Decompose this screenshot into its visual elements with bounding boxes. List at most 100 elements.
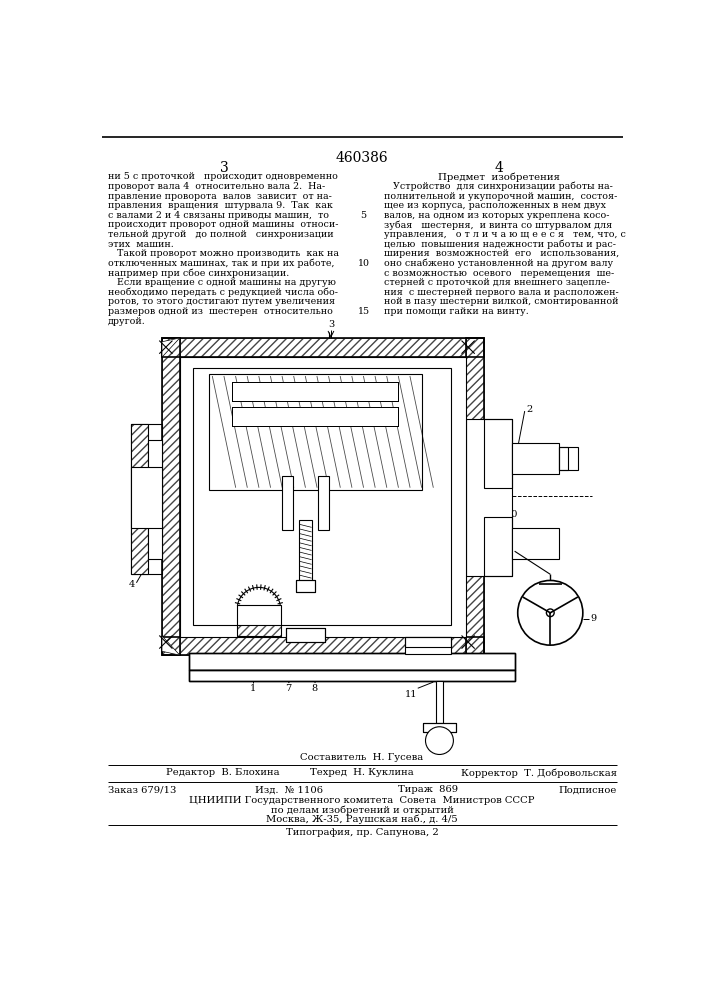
Text: правления  вращения  штурвала 9.  Так  как: правления вращения штурвала 9. Так как bbox=[107, 201, 332, 210]
Text: с валами 2 и 4 связаны приводы машин,  то: с валами 2 и 4 связаны приводы машин, то bbox=[107, 211, 329, 220]
Bar bbox=[232, 407, 398, 426]
Text: например при сбое синхронизации.: например при сбое синхронизации. bbox=[107, 269, 289, 278]
Bar bbox=[484, 517, 513, 576]
Text: 3: 3 bbox=[328, 320, 334, 329]
Bar bbox=[189, 653, 515, 661]
Bar bbox=[232, 407, 398, 426]
Text: Подписное: Подписное bbox=[559, 785, 617, 794]
Bar bbox=[232, 382, 398, 401]
Text: стерней с проточкой для внешнего зацепле-: стерней с проточкой для внешнего зацепле… bbox=[385, 278, 610, 287]
Bar bbox=[296, 580, 315, 592]
Text: ни 5 с проточкой   происходит одновременно: ни 5 с проточкой происходит одновременно bbox=[107, 172, 338, 181]
Text: происходит проворот одной машины  относи-: происходит проворот одной машины относи- bbox=[107, 220, 338, 229]
Text: 11: 11 bbox=[405, 690, 418, 699]
Bar bbox=[237, 605, 281, 636]
Bar bbox=[484, 419, 513, 488]
Text: Заказ 679/13: Заказ 679/13 bbox=[107, 785, 176, 794]
Bar bbox=[286, 628, 325, 642]
Bar bbox=[559, 447, 568, 470]
Text: 1: 1 bbox=[250, 684, 256, 693]
Text: правление проворота  валов  зависит  от на-: правление проворота валов зависит от на- bbox=[107, 192, 332, 201]
Text: другой.: другой. bbox=[107, 317, 146, 326]
Bar bbox=[162, 338, 484, 357]
Text: тельной другой   до полной   синхронизации: тельной другой до полной синхронизации bbox=[107, 230, 334, 239]
Text: 5: 5 bbox=[315, 465, 322, 474]
Bar bbox=[513, 528, 559, 559]
Text: проворот вала 4  относительно вала 2.  На-: проворот вала 4 относительно вала 2. На- bbox=[107, 182, 325, 191]
Bar bbox=[513, 443, 559, 474]
Text: Составитель  Н. Гусева: Составитель Н. Гусева bbox=[300, 753, 423, 762]
Text: 10: 10 bbox=[506, 510, 518, 519]
Circle shape bbox=[426, 727, 453, 754]
Polygon shape bbox=[162, 338, 180, 357]
Text: Предмет  изобретения: Предмет изобретения bbox=[438, 172, 560, 182]
Text: щее из корпуса, расположенных в нем двух: щее из корпуса, расположенных в нем двух bbox=[385, 201, 607, 210]
Text: ротов, то этого достигают путем увеличения: ротов, то этого достигают путем увеличен… bbox=[107, 297, 335, 306]
Text: отключенных машинах, так и при их работе,: отключенных машинах, так и при их работе… bbox=[107, 259, 334, 268]
Bar bbox=[559, 447, 568, 470]
Text: размеров одной из  шестерен  относительно: размеров одной из шестерен относительно bbox=[107, 307, 332, 316]
Text: при помощи гайки на винту.: при помощи гайки на винту. bbox=[385, 307, 529, 316]
Text: Изд.  № 1106: Изд. № 1106 bbox=[255, 785, 323, 794]
Bar bbox=[162, 338, 180, 655]
Bar bbox=[209, 374, 421, 490]
Polygon shape bbox=[162, 636, 180, 655]
Bar bbox=[423, 723, 456, 732]
Bar bbox=[484, 517, 513, 576]
Bar bbox=[232, 382, 398, 401]
Bar bbox=[436, 681, 443, 723]
Bar bbox=[189, 670, 515, 681]
Bar bbox=[404, 637, 451, 647]
Bar bbox=[162, 637, 484, 655]
Text: 5: 5 bbox=[283, 465, 289, 474]
Text: Редактор  В. Блохина: Редактор В. Блохина bbox=[166, 768, 279, 777]
Text: Если вращение с одной машины на другую: Если вращение с одной машины на другую bbox=[107, 278, 336, 287]
Bar bbox=[466, 338, 484, 655]
Text: 4: 4 bbox=[129, 580, 135, 589]
Text: Такой проворот можно производить  как на: Такой проворот можно производить как на bbox=[107, 249, 339, 258]
Bar bbox=[317, 476, 329, 530]
Text: 3: 3 bbox=[221, 161, 229, 175]
Bar bbox=[232, 407, 398, 426]
Bar bbox=[189, 670, 515, 681]
Circle shape bbox=[547, 609, 554, 617]
Bar bbox=[286, 628, 325, 642]
Bar bbox=[131, 424, 148, 574]
Text: Тираж  869: Тираж 869 bbox=[398, 785, 459, 794]
Bar bbox=[237, 605, 281, 636]
Bar bbox=[148, 440, 162, 559]
Text: с возможностью  осевого   перемещения  ше-: с возможностью осевого перемещения ше- bbox=[385, 269, 614, 278]
Bar bbox=[162, 338, 180, 655]
Text: 6: 6 bbox=[251, 543, 257, 552]
Text: Техред  Н. Куклина: Техред Н. Куклина bbox=[310, 768, 414, 777]
Text: оно снабжено установленной на другом валу: оно снабжено установленной на другом вал… bbox=[385, 259, 614, 268]
Bar bbox=[466, 338, 484, 655]
Text: Корректор  Т. Добровольская: Корректор Т. Добровольская bbox=[461, 768, 617, 778]
Text: 9: 9 bbox=[590, 614, 597, 623]
Bar bbox=[232, 382, 398, 401]
Bar bbox=[423, 723, 456, 732]
Text: этих  машин.: этих машин. bbox=[107, 240, 173, 249]
Text: ширения  возможностей  его   использования,: ширения возможностей его использования, bbox=[385, 249, 619, 258]
Bar bbox=[423, 723, 456, 732]
Text: 2: 2 bbox=[526, 405, 532, 414]
Bar bbox=[131, 424, 162, 574]
Bar bbox=[189, 653, 515, 670]
Text: 15: 15 bbox=[358, 307, 370, 316]
Bar bbox=[466, 419, 513, 576]
Bar bbox=[484, 419, 513, 488]
Bar bbox=[162, 338, 484, 357]
Circle shape bbox=[518, 580, 583, 645]
Text: необходимо передать с редукцией числа обо-: необходимо передать с редукцией числа об… bbox=[107, 288, 338, 297]
Bar bbox=[162, 637, 484, 655]
Text: 10: 10 bbox=[358, 259, 370, 268]
Text: 7: 7 bbox=[285, 684, 291, 693]
Bar bbox=[282, 476, 293, 530]
Bar bbox=[296, 580, 315, 592]
Text: 4: 4 bbox=[495, 161, 503, 175]
Text: зубая   шестерня,  и винта со штурвалом для: зубая шестерня, и винта со штурвалом для bbox=[385, 220, 613, 230]
Bar bbox=[404, 637, 451, 647]
Bar bbox=[180, 357, 466, 637]
Text: 460386: 460386 bbox=[336, 151, 388, 165]
Text: целью  повышения надежности работы и рас-: целью повышения надежности работы и рас- bbox=[385, 240, 617, 249]
